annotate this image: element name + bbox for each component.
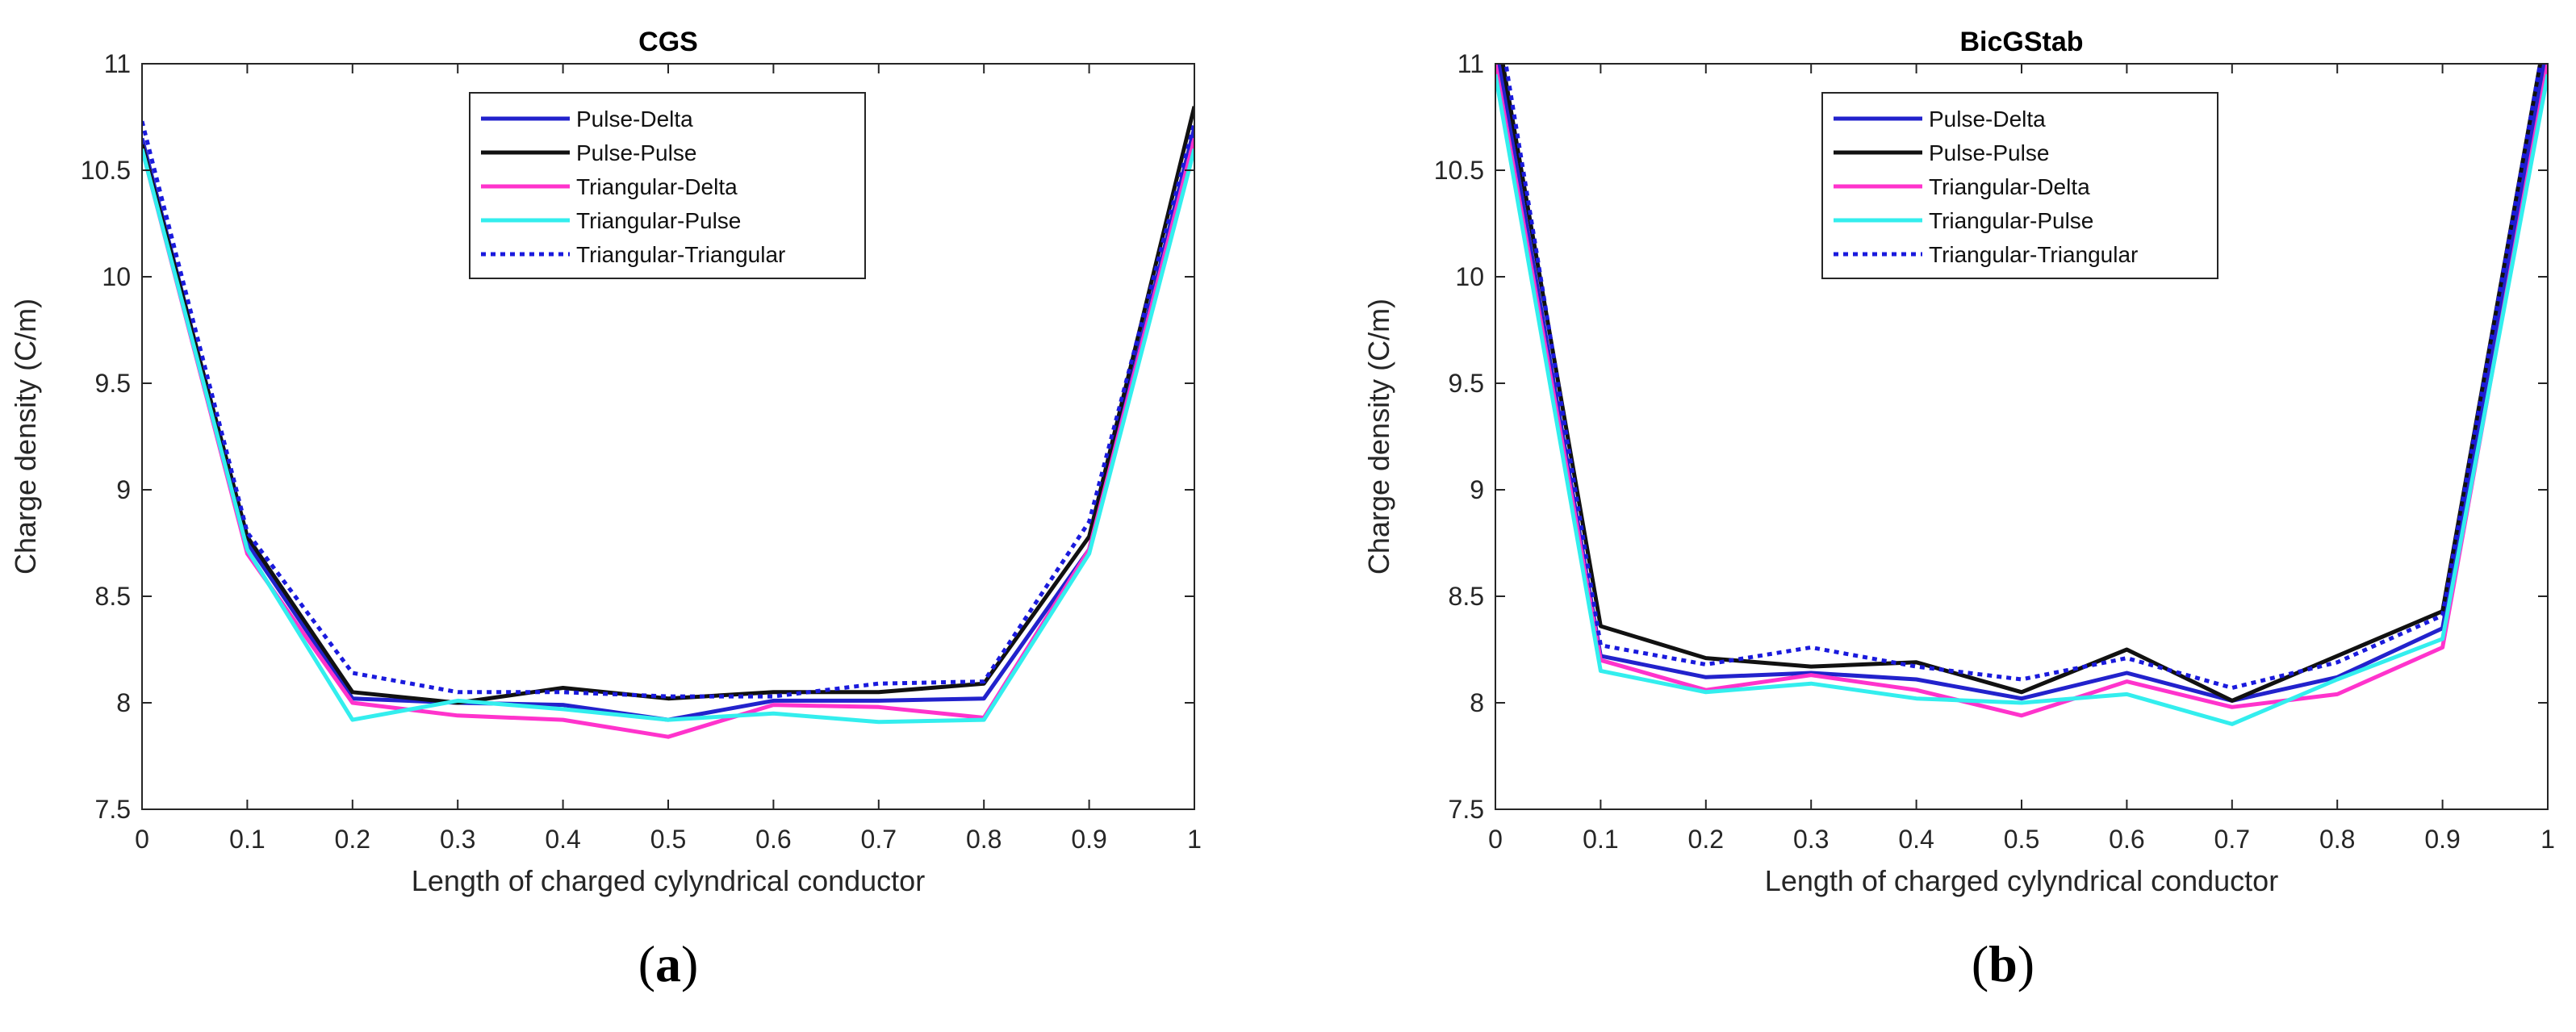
x-tick-label: 0.3 (440, 825, 475, 854)
x-tick-label: 0.5 (2004, 825, 2039, 854)
y-tick-label: 8 (116, 688, 131, 717)
x-tick-label: 0.8 (966, 825, 1002, 854)
legend-label-pulse-delta: Pulse-Delta (1929, 107, 2046, 132)
x-tick-label: 0.9 (1071, 825, 1106, 854)
y-tick-label: 9.5 (1449, 369, 1484, 398)
chart-panel-b: 0 0.1 0.2 0.3 0.4 0.5 0.6 0.7 0.8 0.9 1 7.5 8 8.5 9 9.5… (1362, 27, 2555, 897)
y-tick-label: 9 (116, 475, 131, 504)
y-tick-label: 10.5 (81, 156, 131, 185)
x-tick-label: 0.7 (861, 825, 897, 854)
x-tick-label: 0.8 (2319, 825, 2355, 854)
y-tick-label: 7.5 (95, 795, 131, 824)
x-tick-label: 0.9 (2424, 825, 2460, 854)
y-tick-label: 10.5 (1434, 156, 1484, 185)
x-tick-label: 0.5 (650, 825, 686, 854)
x-tick-label: 0 (1488, 825, 1503, 854)
legend-label-triangular-delta: Triangular-Delta (576, 174, 738, 199)
y-tick-label: 11 (1457, 49, 1484, 78)
legend-label-triangular-triangular: Triangular-Triangular (1929, 242, 2138, 267)
chart-title: BicGStab (1959, 27, 2083, 57)
series-line-triangular-triangular (1503, 64, 2543, 690)
series-line-triangular-pulse (1495, 73, 2548, 726)
legend-label-triangular-triangular: Triangular-Triangular (576, 242, 785, 267)
legend-label-triangular-pulse: Triangular-Pulse (1929, 208, 2093, 233)
series-line-triangular-pulse (142, 148, 1194, 725)
legend-label-triangular-delta: Triangular-Delta (1929, 174, 2090, 199)
series-line-triangular-delta (1495, 64, 2548, 718)
x-tick-label: 0.2 (1688, 825, 1724, 854)
legend-label-triangular-pulse: Triangular-Pulse (576, 208, 741, 233)
series-line-triangular-triangular (142, 120, 1194, 699)
y-tick-label: 7.5 (1449, 795, 1484, 824)
y-tick-label: 8 (1470, 688, 1484, 717)
series-group (142, 106, 1194, 739)
series-line-pulse-pulse (1500, 64, 2543, 703)
x-tick-label: 1 (1187, 825, 1202, 854)
y-tick-label: 8.5 (95, 582, 131, 611)
x-tick-label: 0.3 (1793, 825, 1829, 854)
x-tick-label: 0.6 (755, 825, 791, 854)
x-tick-label: 0.1 (1583, 825, 1618, 854)
x-tick-label: 0.7 (2214, 825, 2250, 854)
x-tick-label: 0.4 (1898, 825, 1934, 854)
y-tick-label: 10 (102, 262, 131, 291)
x-tick-label: 0.6 (2109, 825, 2144, 854)
y-tick-label: 10 (1455, 262, 1484, 291)
x-axis-label: Length of charged cylyndrical conductor (412, 864, 925, 897)
subcaption-a-letter: a (655, 935, 681, 992)
y-axis-label: Charge density (C/m) (9, 299, 42, 574)
y-axis-label: Charge density (C/m) (1362, 299, 1395, 574)
subcaption-a: (a) (638, 935, 699, 992)
legend-label-pulse-pulse: Pulse-Pulse (576, 140, 696, 165)
subcaption-b: (b) (1971, 935, 2035, 992)
series-line-pulse-pulse (142, 106, 1194, 705)
y-tick-label: 9 (1470, 475, 1484, 504)
series-group (1495, 64, 2548, 726)
x-tick-label: 0.4 (545, 825, 580, 854)
x-tick-label: 0.1 (229, 825, 265, 854)
legend-label-pulse-pulse: Pulse-Pulse (1929, 140, 2049, 165)
chart-panel-a: 0 0.1 0.2 0.3 0.4 0.5 0.6 0.7 0.8 0.9 1 7.5 8 8.5 9 9.5… (9, 27, 1202, 897)
x-tick-label: 0 (135, 825, 149, 854)
subcaption-b-letter: b (1988, 935, 2018, 992)
chart-title: CGS (638, 27, 698, 57)
x-axis-label: Length of charged cylyndrical conductor (1765, 864, 2278, 897)
y-tick-label: 9.5 (95, 369, 131, 398)
legend-label-pulse-delta: Pulse-Delta (576, 107, 693, 132)
y-tick-label: 11 (104, 49, 131, 78)
x-tick-label: 1 (2540, 825, 2555, 854)
x-tick-label: 0.2 (335, 825, 370, 854)
series-line-pulse-delta (1496, 64, 2546, 703)
y-tick-label: 8.5 (1449, 582, 1484, 611)
